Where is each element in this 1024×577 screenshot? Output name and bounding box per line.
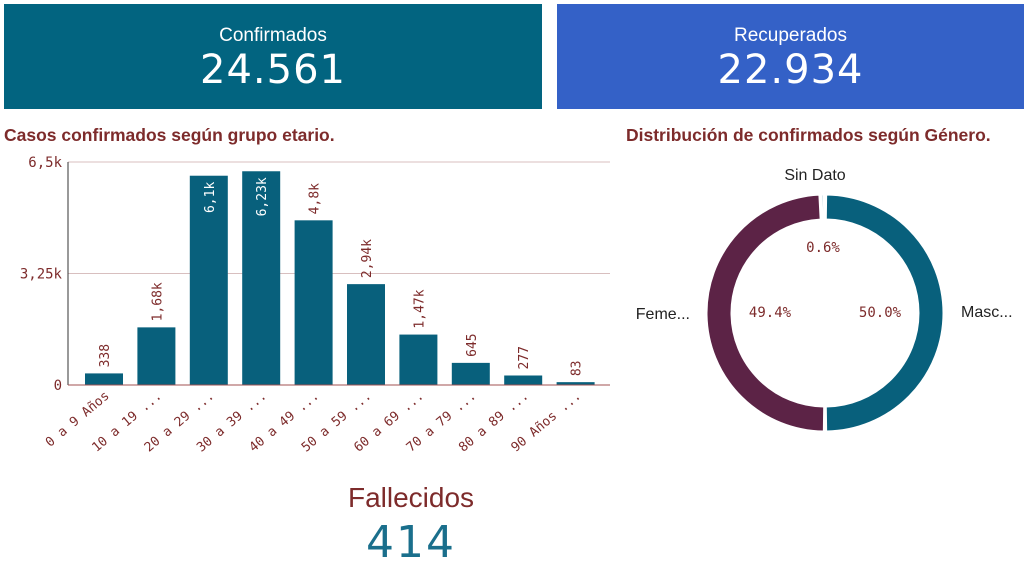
kpi-recuperados-value: 22.934 <box>717 47 864 93</box>
bar-data-label: 277 <box>517 346 532 369</box>
bar[interactable] <box>242 171 281 385</box>
y-tick-label: 6,5k <box>28 155 62 171</box>
gender-donut-chart[interactable]: Masc... 50.0% Feme... 49.4% Sin Dato 0.6% <box>604 160 1024 460</box>
kpi-fallecidos[interactable]: Fallecidos 414 <box>330 480 492 570</box>
kpi-fallecidos-value: 414 <box>366 517 456 568</box>
bar-data-label: 6,1k <box>203 182 218 213</box>
bar[interactable] <box>137 327 176 385</box>
bar[interactable] <box>347 284 385 385</box>
kpi-confirmados-value: 24.561 <box>200 47 346 93</box>
bar[interactable] <box>556 382 595 385</box>
bar-data-label: 2,94k <box>360 239 375 278</box>
kpi-confirmados-label: Confirmados <box>219 25 327 46</box>
kpi-recuperados-label: Recuperados <box>733 25 848 46</box>
slice-category-label: Feme... <box>636 306 690 323</box>
donut-slice[interactable] <box>825 194 944 432</box>
bar[interactable] <box>399 334 438 385</box>
bar[interactable] <box>85 373 123 385</box>
slice-percent-label: 50.0% <box>859 305 902 321</box>
bar-data-label: 1,47k <box>412 289 427 328</box>
y-tick-label: 3,25k <box>20 267 63 283</box>
slice-category-label: Masc... <box>961 304 1013 321</box>
bar-data-label: 338 <box>98 344 113 367</box>
donut-slice[interactable] <box>706 194 825 432</box>
bar-data-label: 83 <box>570 360 585 376</box>
kpi-recuperados[interactable]: Recuperados 22.934 <box>557 4 1024 109</box>
bar[interactable] <box>504 375 543 385</box>
bar-data-label: 645 <box>465 333 480 356</box>
donut-slice[interactable] <box>821 194 825 220</box>
kpi-fallecidos-label: Fallecidos <box>347 482 475 513</box>
bar-data-label: 6,23k <box>255 177 270 216</box>
gender-chart-title: Distribución de confirmados según Género… <box>626 125 991 145</box>
bar[interactable] <box>189 175 228 385</box>
bar-data-label: 1,68k <box>150 282 165 321</box>
y-tick-label: 0 <box>54 378 62 394</box>
age-chart-title: Casos confirmados según grupo etario. <box>4 125 335 145</box>
slice-percent-label: 0.6% <box>806 240 840 256</box>
slice-category-label: Sin Dato <box>784 167 845 184</box>
kpi-confirmados[interactable]: Confirmados 24.561 <box>4 4 542 109</box>
slice-percent-label: 49.4% <box>749 305 792 321</box>
bar[interactable] <box>451 362 490 385</box>
bar[interactable] <box>294 220 333 385</box>
bar-data-label: 4,8k <box>308 183 323 214</box>
